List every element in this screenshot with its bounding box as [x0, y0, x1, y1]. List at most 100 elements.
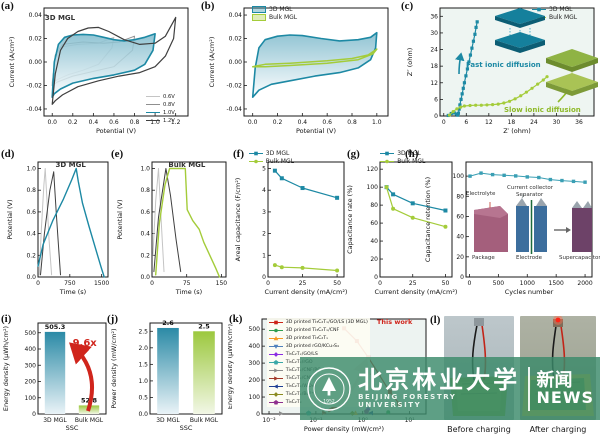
legend-item: 1.2V [146, 117, 175, 124]
y-tick-label: 60 [370, 220, 378, 227]
y-tick-label: 0 [256, 411, 260, 418]
x-tick-label: 0 [150, 280, 154, 287]
panel-label-i: (i) [1, 313, 12, 325]
marker [485, 103, 489, 107]
legend-swatch [146, 112, 160, 114]
marker [545, 75, 549, 79]
marker [447, 113, 451, 117]
legend-swatch [268, 375, 283, 381]
news-cn: 新闻 [536, 369, 573, 391]
x-tick-label: 24 [530, 119, 538, 126]
y-axis-label: Power density (mW/cm²) [110, 328, 118, 408]
panel-i: 0 100 200 300 400 500 Energy density (µWh/cm²)… [0, 313, 110, 444]
x-tick-label: 0.0 [47, 119, 57, 126]
y-tick-label: 0.4 [26, 231, 36, 238]
y-tick-label: -0.02 [26, 82, 42, 89]
y-tick-label: 0 [374, 274, 378, 281]
university-name-cn: 北京林业大学 [358, 365, 521, 394]
bar-category-label: 3D MGL [156, 417, 180, 424]
marker [536, 82, 540, 86]
y-tick-label: 0.0 [140, 274, 150, 281]
legend-swatch [268, 399, 283, 405]
logo-year: 1952 [323, 398, 335, 404]
marker [451, 109, 455, 114]
marker [496, 102, 500, 106]
y-tick-label: 1.0 [26, 166, 36, 173]
label-electrolyte: Electrolyte [466, 191, 496, 197]
electrode-left [516, 206, 529, 252]
y-tick-label: 400 [249, 343, 261, 350]
y-tick-label: 200 [249, 377, 261, 384]
y-tick-label: 0.8 [140, 187, 150, 194]
marker [273, 351, 279, 357]
panel-label-l: (l) [430, 314, 441, 326]
y-axis-label: Capacitance rate (%) [346, 185, 354, 254]
package-top-facet [474, 206, 508, 218]
x-tick-label: 1.0 [372, 119, 382, 126]
legend-label: 3D MGL [549, 5, 573, 13]
x-axis-label: Power density (mW/cm²) [304, 425, 384, 433]
y-tick-label: 100 [249, 394, 261, 401]
marker [300, 186, 305, 191]
led-lit [555, 317, 561, 323]
marker [461, 86, 465, 90]
marker [548, 177, 553, 182]
y-tick-label: 20 [456, 254, 464, 261]
legend-label: Bulk MGL [269, 13, 298, 21]
annotation-a-0: 3D MGL [44, 13, 76, 22]
marker [473, 32, 477, 36]
marker [455, 107, 459, 111]
legend-label: 0.6V [163, 93, 175, 100]
x-tick-label: 0.0 [248, 119, 258, 126]
caption-after: After charging [529, 425, 587, 434]
marker [458, 103, 462, 107]
y-axis-label: Energy density (µWh/cm²) [228, 324, 234, 409]
supercapacitor-shape [572, 208, 592, 252]
y-tick-label: 4 [262, 187, 266, 194]
x-axis-label: Potential (V) [96, 127, 136, 135]
legend-item: 3D MGL [248, 149, 294, 157]
series-bulk-mgl [274, 264, 338, 272]
label-supercapacitor: Supercapacitor [559, 255, 600, 261]
marker [278, 411, 284, 416]
legend-item: 3D printed Ti₃C₂Tₓ [268, 335, 368, 342]
marker [335, 268, 340, 273]
marker [457, 107, 461, 111]
panel-d: 0 750 1500 0.0 0.2 0.4 0.6 0.8 1.0 Time (s) Potent… [0, 148, 114, 313]
marker [385, 151, 389, 155]
marker [460, 92, 464, 96]
y-tick-label: 0 [32, 411, 36, 418]
marker [474, 103, 478, 107]
legend-swatch [268, 383, 283, 389]
marker [474, 25, 478, 29]
y-tick-label: 0.04 [29, 12, 43, 19]
marker [464, 74, 468, 78]
marker [443, 208, 448, 213]
assembly-arrow-head [566, 227, 571, 233]
device-schematic-graphics [474, 193, 592, 254]
x-tick-label: 50 [442, 280, 450, 287]
y-tick-label: 100 [25, 395, 37, 402]
chart-e: 0 75 150 0.0 0.2 0.4 0.6 0.8 1.0 Time (s) Potentia… [116, 161, 227, 296]
panel-label-d: (d) [1, 148, 15, 160]
marker [519, 94, 523, 98]
y-tick-label: 0.00 [29, 59, 43, 66]
y-tick-label: 500 [25, 330, 37, 337]
y-tick-label: 1.0 [138, 378, 148, 385]
legend-item: Bulk MGL [252, 13, 298, 21]
legend-item: Bulk MGL [248, 158, 294, 165]
legend-swatch [252, 13, 266, 21]
y-tick-label: 18 [430, 63, 438, 70]
y-tick-label: 0.6 [26, 209, 36, 216]
logo-outer-ring [307, 366, 351, 411]
x-tick-label: 10⁰ [358, 417, 369, 424]
legend-label: 3D MGL [265, 149, 290, 157]
y-tick-label: -0.04 [226, 106, 242, 113]
legend-swatch [146, 96, 160, 98]
bar-value-label: 2.6 [162, 319, 174, 327]
legend-label: 3D MGL [397, 149, 421, 157]
legend-g: 3D MGL Bulk MGL [380, 150, 425, 165]
panel-label-h: (h) [405, 148, 419, 160]
panel-a: 0.0 0.2 0.4 0.6 0.8 1.0 1.2 -0.04 -0.02 0.00 0.02 0… [0, 0, 200, 148]
